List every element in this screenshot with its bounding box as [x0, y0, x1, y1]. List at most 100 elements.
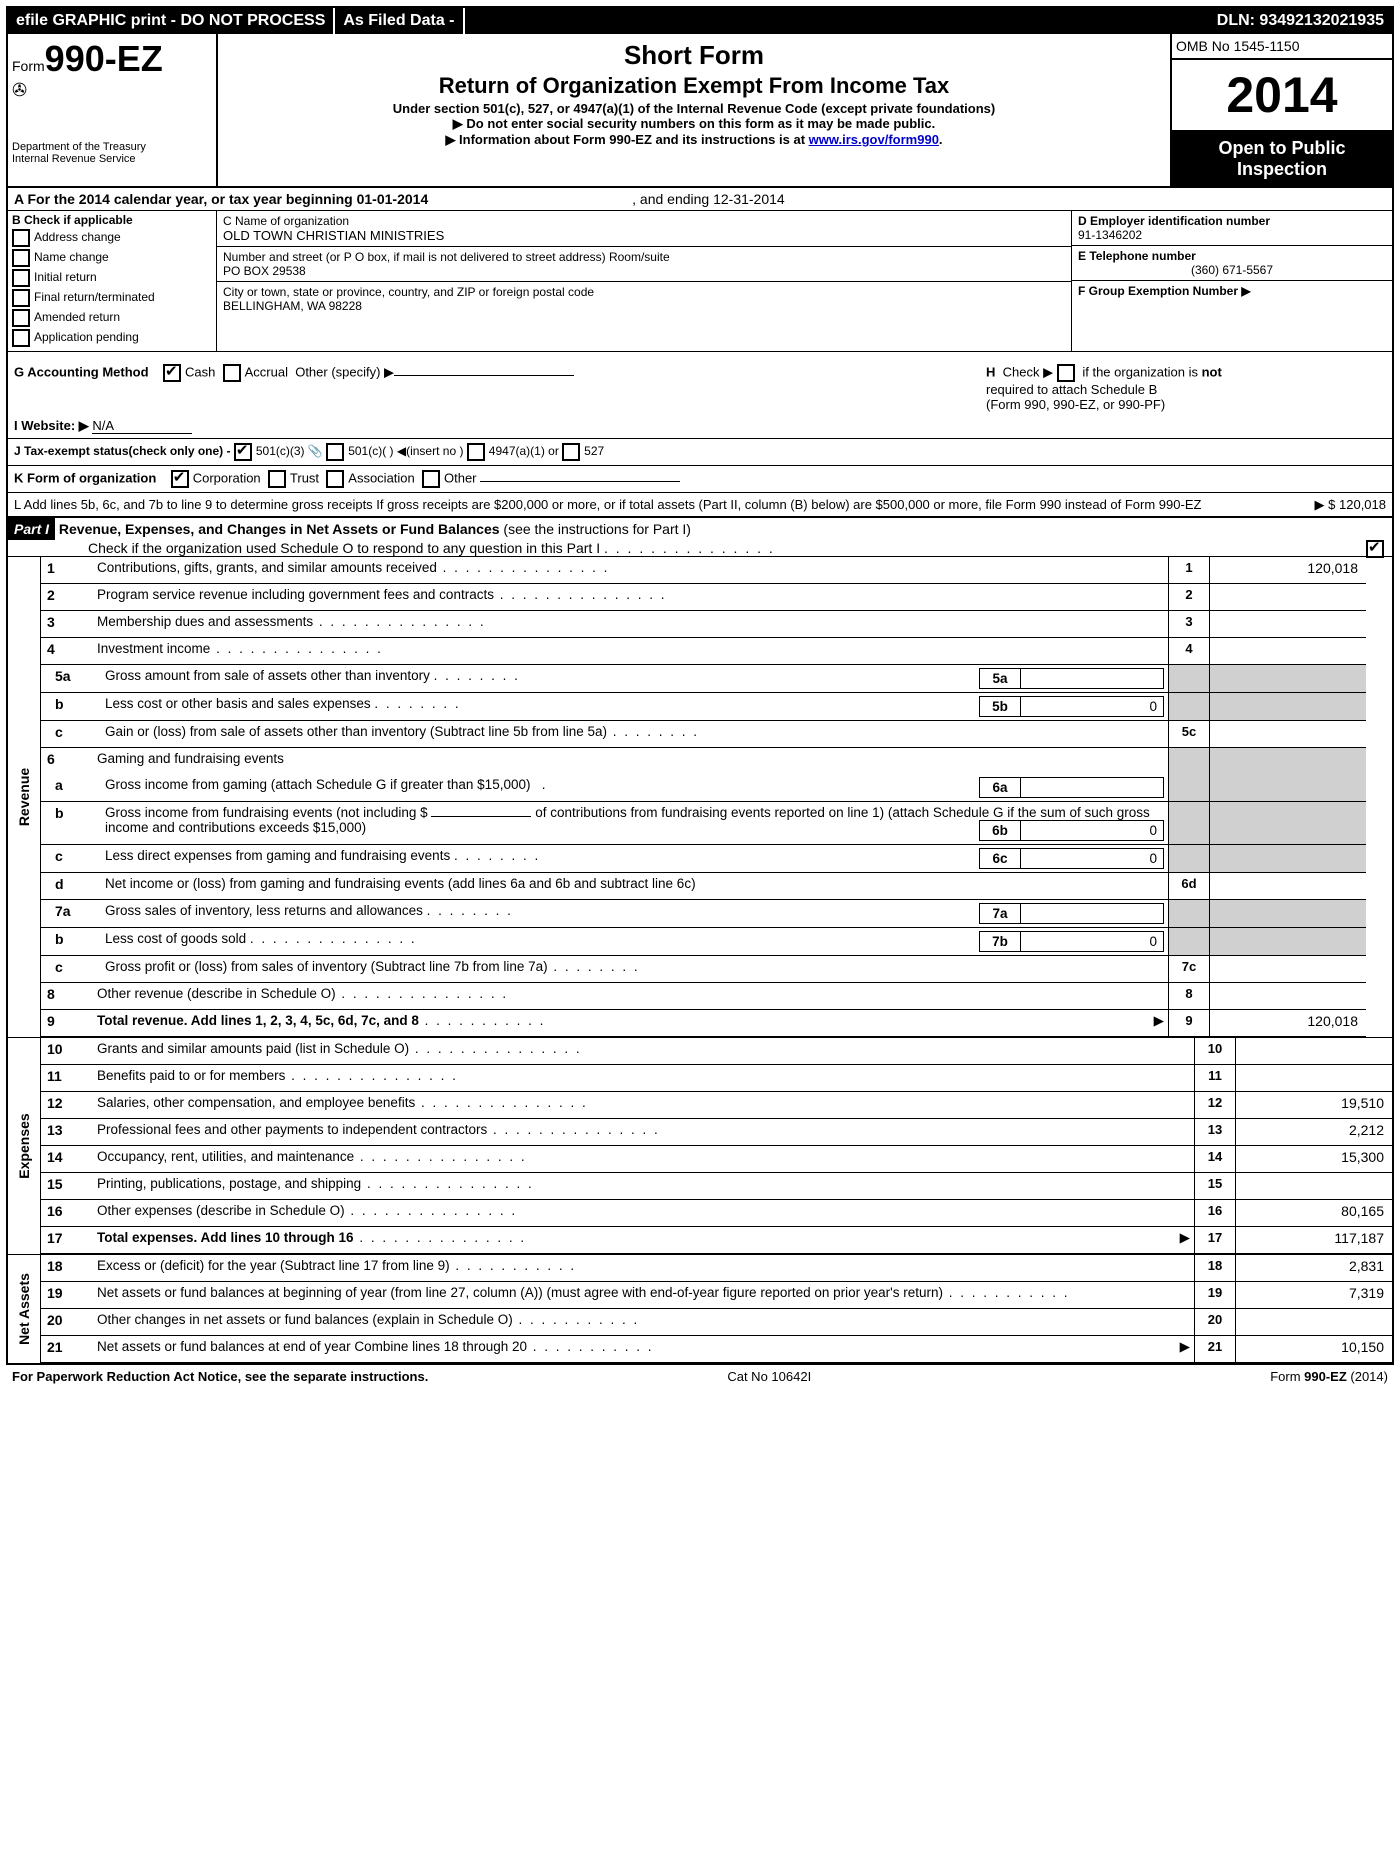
- ln-16-num: 16: [41, 1200, 93, 1226]
- val-1: 120,018: [1209, 557, 1366, 583]
- ln-9-desc: Total revenue. Add lines 1, 2, 3, 4, 5c,…: [97, 1013, 419, 1028]
- c-addr-label: Number and street (or P O box, if mail i…: [223, 250, 670, 264]
- netassets-label: Net Assets: [16, 1273, 32, 1345]
- ln-21-text: Net assets or fund balances at end of ye…: [93, 1336, 1194, 1362]
- open-public-label: Open to Public Inspection: [1172, 132, 1392, 186]
- box-14: 14: [1194, 1146, 1235, 1172]
- ln-20-text: Other changes in net assets or fund bala…: [93, 1309, 1194, 1335]
- checkbox-amended[interactable]: [12, 309, 30, 327]
- ln-7b-desc: Less cost of goods sold: [105, 931, 246, 946]
- irs-link[interactable]: www.irs.gov/form990: [809, 132, 939, 147]
- note-info-text: ▶ Information about Form 990-EZ and its …: [445, 132, 808, 147]
- box-6b-shaded: [1168, 802, 1209, 844]
- ln-7c-text: Gross profit or (loss) from sales of inv…: [101, 956, 1168, 982]
- row-a: A For the 2014 calendar year, or tax yea…: [8, 188, 1392, 211]
- checkbox-address-change[interactable]: [12, 229, 30, 247]
- line-3: 3Membership dues and assessments3: [41, 611, 1366, 638]
- checkbox-corp[interactable]: [171, 470, 189, 488]
- g-label: G Accounting Method: [14, 364, 149, 379]
- ln-6a-num: a: [41, 774, 101, 801]
- j-opt-0: 501(c)(3): [256, 444, 305, 458]
- j-opt-3: 527: [584, 444, 604, 458]
- box-3: 3: [1168, 611, 1209, 637]
- under-section: Under section 501(c), 527, or 4947(a)(1)…: [222, 101, 1166, 116]
- val-21: 10,150: [1235, 1336, 1392, 1362]
- ib-6a: 6a: [979, 777, 1020, 798]
- checkbox-4947[interactable]: [467, 443, 485, 461]
- footer: For Paperwork Reduction Act Notice, see …: [6, 1365, 1394, 1388]
- ln-9-num: 9: [41, 1010, 93, 1036]
- box-5a-shaded: [1168, 665, 1209, 692]
- iv-7a: [1020, 903, 1164, 924]
- line-18: 18Excess or (deficit) for the year (Subt…: [41, 1255, 1392, 1282]
- asfiled-label: As Filed Data -: [335, 8, 464, 34]
- ln-2-text: Program service revenue including govern…: [93, 584, 1168, 610]
- ln-6c-desc: Less direct expenses from gaming and fun…: [105, 848, 450, 863]
- box-2: 2: [1168, 584, 1209, 610]
- note-end: .: [939, 132, 943, 147]
- val-6-shaded: [1209, 748, 1366, 774]
- ib-7a: 7a: [979, 903, 1020, 924]
- row-a-end: , and ending 12-31-2014: [632, 191, 785, 207]
- checkbox-initial-return[interactable]: [12, 269, 30, 287]
- row-a-text: A For the 2014 calendar year, or tax yea…: [14, 191, 428, 207]
- val-9: 120,018: [1209, 1010, 1366, 1036]
- ln-19-num: 19: [41, 1282, 93, 1308]
- ln-7b-text: Less cost of goods sold 7b0: [101, 928, 1168, 955]
- expenses-side-label: Expenses: [8, 1038, 41, 1254]
- note-info: ▶ Information about Form 990-EZ and its …: [222, 132, 1166, 148]
- ln-10-text: Grants and similar amounts paid (list in…: [93, 1038, 1194, 1064]
- line-11: 11Benefits paid to or for members11: [41, 1065, 1392, 1092]
- checkbox-527[interactable]: [562, 443, 580, 461]
- checkbox-h[interactable]: [1057, 364, 1075, 382]
- box-6c-shaded: [1168, 845, 1209, 872]
- checkbox-cash[interactable]: [163, 364, 181, 382]
- ln-17-num: 17: [41, 1227, 93, 1253]
- org-city: BELLINGHAM, WA 98228: [223, 299, 362, 313]
- ln-6c-num: c: [41, 845, 101, 872]
- ln-6b-text: Gross income from fundraising events (no…: [101, 802, 1168, 844]
- c-city-row: City or town, state or province, country…: [217, 282, 1071, 316]
- box-5b-shaded: [1168, 693, 1209, 720]
- ln-6d-desc: Net income or (loss) from gaming and fun…: [105, 876, 696, 891]
- val-6c-shaded: [1209, 845, 1366, 872]
- checkbox-501c[interactable]: [326, 443, 344, 461]
- checkbox-trust[interactable]: [268, 470, 286, 488]
- b-item-0: Address change: [34, 230, 121, 244]
- line-20: 20Other changes in net assets or fund ba…: [41, 1309, 1392, 1336]
- checkbox-assoc[interactable]: [326, 470, 344, 488]
- k-opt-3: Other: [444, 470, 477, 485]
- checkbox-501c3[interactable]: [234, 443, 252, 461]
- checkbox-accrual[interactable]: [223, 364, 241, 382]
- ln-6-text: Gaming and fundraising events: [93, 748, 1168, 774]
- h-not: not: [1202, 364, 1222, 379]
- ln-15-num: 15: [41, 1173, 93, 1199]
- checkbox-name-change[interactable]: [12, 249, 30, 267]
- checkbox-final-return[interactable]: [12, 289, 30, 307]
- section-bcd: B Check if applicable Address change Nam…: [8, 211, 1392, 352]
- ln-6d-num: d: [41, 873, 101, 899]
- ib-5a: 5a: [979, 668, 1020, 689]
- box-7a-shaded: [1168, 900, 1209, 927]
- val-18: 2,831: [1235, 1255, 1392, 1281]
- ln-6-num: 6: [41, 748, 93, 774]
- line-21: 21Net assets or fund balances at end of …: [41, 1336, 1392, 1363]
- short-form-title: Short Form: [222, 40, 1166, 71]
- ln-6a-desc: Gross income from gaming (attach Schedul…: [105, 777, 530, 792]
- checkbox-other-org[interactable]: [422, 470, 440, 488]
- j-opt-1: 501(c)( ) ◀(insert no ): [348, 444, 463, 458]
- b-item-1: Name change: [34, 250, 109, 264]
- iv-7b: 0: [1020, 931, 1164, 952]
- checkbox-schedule-o[interactable]: [1366, 540, 1384, 558]
- checkbox-application-pending[interactable]: [12, 329, 30, 347]
- title-right: OMB No 1545-1150 2014 Open to Public Ins…: [1170, 34, 1392, 186]
- c-addr-row: Number and street (or P O box, if mail i…: [217, 247, 1071, 282]
- l-text: L Add lines 5b, 6c, and 7b to line 9 to …: [14, 497, 1201, 512]
- org-addr: PO BOX 29538: [223, 264, 306, 278]
- line-6b: b Gross income from fundraising events (…: [41, 802, 1366, 845]
- col-def: D Employer identification number 91-1346…: [1071, 211, 1392, 351]
- b-item-2: Initial return: [34, 270, 97, 284]
- box-10: 10: [1194, 1038, 1235, 1064]
- f-label: F Group Exemption Number ▶: [1078, 284, 1251, 298]
- l-arrow: ▶: [1315, 497, 1325, 512]
